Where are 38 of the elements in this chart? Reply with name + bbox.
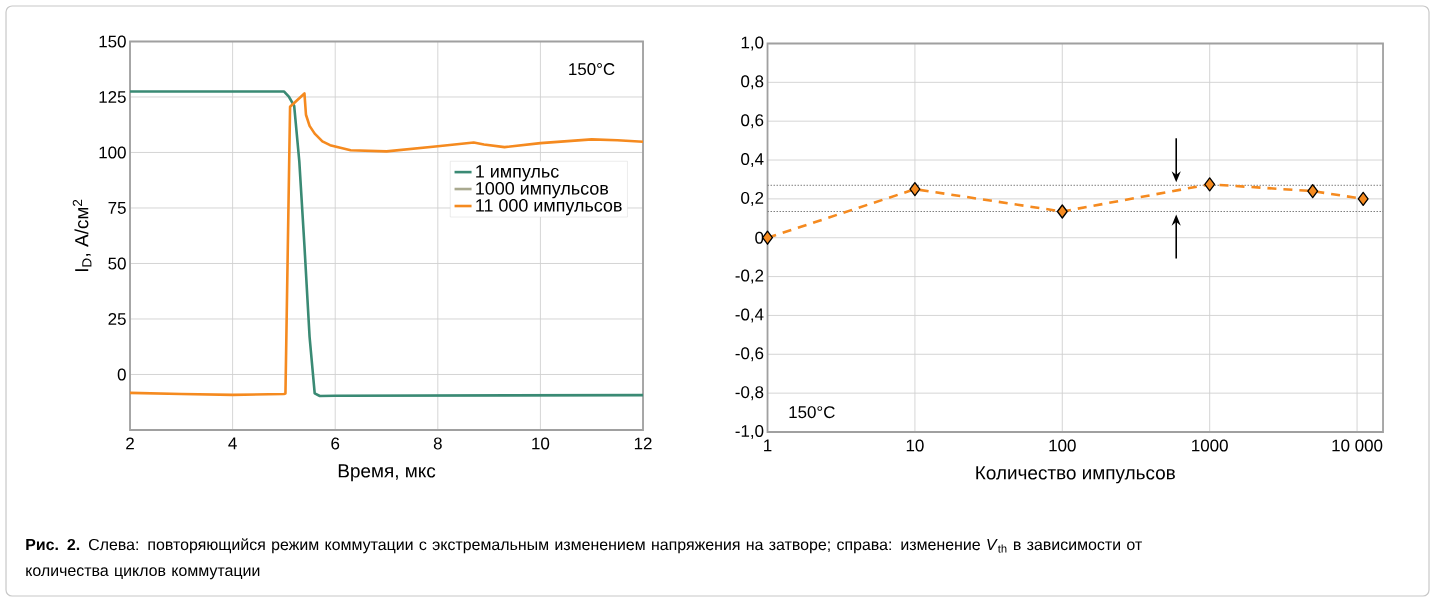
y-tick-label: 0,4 (741, 153, 764, 168)
y-tick-label: 0 (755, 231, 764, 244)
y-tick-label: 0,2 (741, 191, 764, 206)
x-tick-label: 10 (906, 439, 924, 452)
x-tick-label: 8 (433, 437, 442, 450)
y-tick-label: -0,8 (735, 386, 764, 401)
x-axis-title: Время, мкс (338, 464, 436, 482)
legend-label: 1000 импульсов (476, 182, 609, 199)
y-tick-label: 0,8 (741, 75, 764, 90)
y-tick-label: 150 (99, 35, 126, 48)
x-tick-label: 10 (532, 437, 550, 450)
y-tick-label: 100 (99, 146, 126, 159)
y-tick-label: 75 (108, 202, 126, 214)
x-tick-label: 10 000 (1332, 439, 1383, 452)
x-tick-label: 4 (228, 437, 237, 450)
y-tick-label: 1,0 (741, 36, 764, 51)
y-tick-label: -1,0 (735, 424, 764, 439)
x-tick-label: 100 (1049, 439, 1076, 452)
annotation: 150°C (789, 406, 835, 419)
annotation: 150°C (569, 63, 615, 76)
text: Рис. 2. Слева: повторяющийся режим коммутации с экстремальным изменением напряжения на затворе; справа: изменение V$_{th}$ в зависимости от количества циклов коммутации (26, 538, 1142, 580)
y-tick-label: -0,6 (735, 347, 764, 362)
x-tick-label: 12 (634, 437, 652, 450)
legend-label: 1 импульс (476, 165, 559, 182)
x-tick-label: 2 (126, 437, 134, 450)
y-tick-label: 0 (117, 368, 126, 381)
x-axis-title: Количество импульсов (976, 466, 1175, 484)
x-tick-label: 1 (764, 439, 772, 452)
y-axis-title: I$_{D}$, A/см$^{2}$ (72, 199, 92, 272)
x-tick-label: 1000 (1192, 439, 1228, 452)
x-tick-label: 6 (331, 437, 340, 450)
legend-label: 11 000 импульсов (476, 199, 622, 216)
y-tick-label: 25 (108, 312, 126, 325)
y-tick-label: 50 (108, 257, 126, 270)
y-tick-label: -0,2 (735, 269, 764, 284)
y-tick-label: 0,6 (741, 114, 764, 129)
y-tick-label: 125 (99, 90, 126, 103)
y-tick-label: -0,4 (735, 308, 764, 323)
